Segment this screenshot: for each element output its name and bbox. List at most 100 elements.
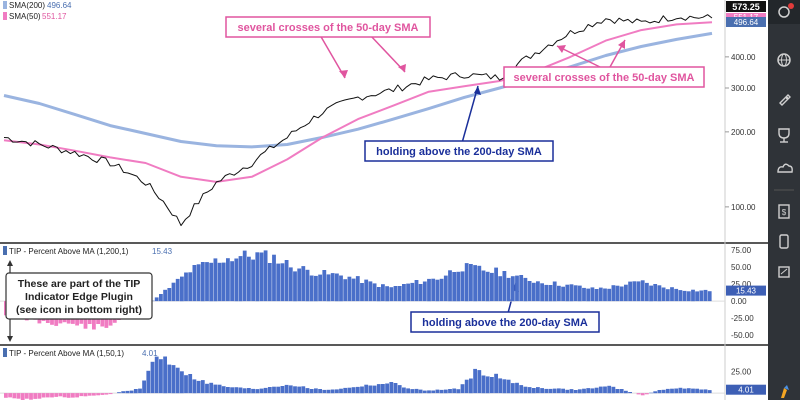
tip-plugin-icon[interactable] (781, 385, 789, 398)
indicator-bar (121, 391, 125, 393)
indicator-bar (243, 251, 247, 302)
tip-panel-swatch (3, 348, 7, 357)
indicator-bar (100, 393, 104, 395)
indicator-bar (339, 276, 343, 302)
indicator-bar (557, 388, 561, 393)
indicator-bar (469, 264, 473, 301)
chart-background (0, 0, 768, 400)
indicator-bar (628, 282, 632, 302)
tip-panel-title: TIP - Percent Above MA (1,200,1) (9, 247, 129, 256)
indicator-bar (67, 393, 71, 398)
indicator-bar (544, 389, 548, 393)
indicator-bar (670, 389, 674, 394)
indicator-bar (29, 393, 33, 400)
indicator-bar (255, 389, 259, 393)
indicator-bar (398, 385, 402, 393)
cloud-icon[interactable] (778, 164, 792, 172)
indicator-bar (620, 389, 624, 393)
indicator-bar (134, 389, 138, 393)
indicator-bar (281, 263, 285, 301)
indicator-bar (343, 279, 347, 301)
indicator-bar (528, 387, 532, 393)
indicator-bar (159, 294, 163, 301)
indicator-bar (281, 386, 285, 393)
indicator-bar (79, 393, 83, 396)
indicator-bar (612, 387, 616, 393)
indicator-bar (658, 390, 662, 393)
globe-icon[interactable] (778, 54, 790, 66)
indicator-bar (427, 279, 431, 301)
indicator-bar (695, 389, 699, 393)
indicator-bar (641, 393, 645, 395)
indicator-bar (381, 384, 385, 393)
indicator-bar (616, 389, 620, 393)
indicator-bar (314, 276, 318, 301)
indicator-bar (624, 391, 628, 393)
indicator-bar (699, 390, 703, 394)
indicator-bar (440, 279, 444, 301)
indicator-bar (507, 380, 511, 394)
annotation-lower: holding above the 200-day SMA (411, 312, 599, 332)
indicator-bar (524, 387, 528, 394)
legend-value-sma200: 496.64 (47, 1, 72, 10)
mobile-icon[interactable] (780, 235, 788, 248)
indicator-bar (209, 263, 213, 301)
indicator-bar (515, 383, 519, 393)
rocket-icon[interactable] (780, 95, 790, 105)
indicator-bar (498, 276, 502, 301)
indicator-bar (570, 284, 574, 301)
indicator-bar (343, 388, 347, 393)
indicator-bar (360, 283, 364, 301)
chart-settings-icon[interactable] (779, 267, 789, 277)
indicator-bar (653, 284, 657, 301)
indicator-bar (599, 288, 603, 302)
indicator-bar (624, 285, 628, 301)
indicator-bar (17, 393, 21, 399)
trophy-icon[interactable] (779, 129, 789, 142)
indicator-bar (348, 277, 352, 301)
indicator-bar (494, 268, 498, 302)
indicator-bar (75, 393, 79, 397)
indicator-bar (628, 392, 632, 393)
indicator-value-tag-text: 15.43 (736, 287, 757, 296)
indicator-bar (691, 389, 695, 394)
legend-value-sma50: 551.17 (42, 12, 67, 21)
indicator-bar (117, 392, 121, 393)
indicator-bar (193, 379, 197, 393)
indicator-bar (377, 384, 381, 393)
indicator-bar (318, 389, 322, 393)
indicator-bar (645, 393, 649, 394)
indicator-bar (503, 271, 507, 301)
indicator-bar (247, 257, 251, 301)
indicator-bar (255, 252, 259, 301)
dollar-document-icon[interactable]: $ (779, 205, 789, 218)
legend-label-sma50: SMA(50) (9, 12, 41, 21)
indicator-bar (92, 393, 96, 396)
indicator-bar (486, 272, 490, 301)
indicator-bar (452, 389, 456, 394)
indicator-axis-label: 75.00 (731, 246, 752, 255)
indicator-bar (364, 385, 368, 393)
indicator-bar (406, 284, 410, 302)
indicator-bar (293, 386, 297, 393)
indicator-bar (410, 389, 414, 393)
indicator-bar (268, 387, 272, 393)
indicator-bar (511, 276, 515, 301)
indicator-bar (21, 393, 25, 400)
indicator-bar (708, 390, 712, 393)
indicator-bar (352, 279, 356, 302)
indicator-bar (477, 266, 481, 301)
indicator-axis-label: 25.00 (731, 368, 752, 377)
indicator-bar (63, 393, 67, 397)
indicator-bar (415, 389, 419, 393)
indicator-bar (38, 393, 42, 399)
indicator-bar (138, 389, 142, 394)
indicator-bar (699, 291, 703, 302)
indicator-bar (197, 381, 201, 393)
indicator-bar (549, 285, 553, 301)
indicator-bar (381, 284, 385, 301)
indicator-bar (25, 393, 29, 399)
indicator-bar (482, 271, 486, 302)
indicator-bar (142, 381, 146, 394)
indicator-bar (285, 385, 289, 393)
